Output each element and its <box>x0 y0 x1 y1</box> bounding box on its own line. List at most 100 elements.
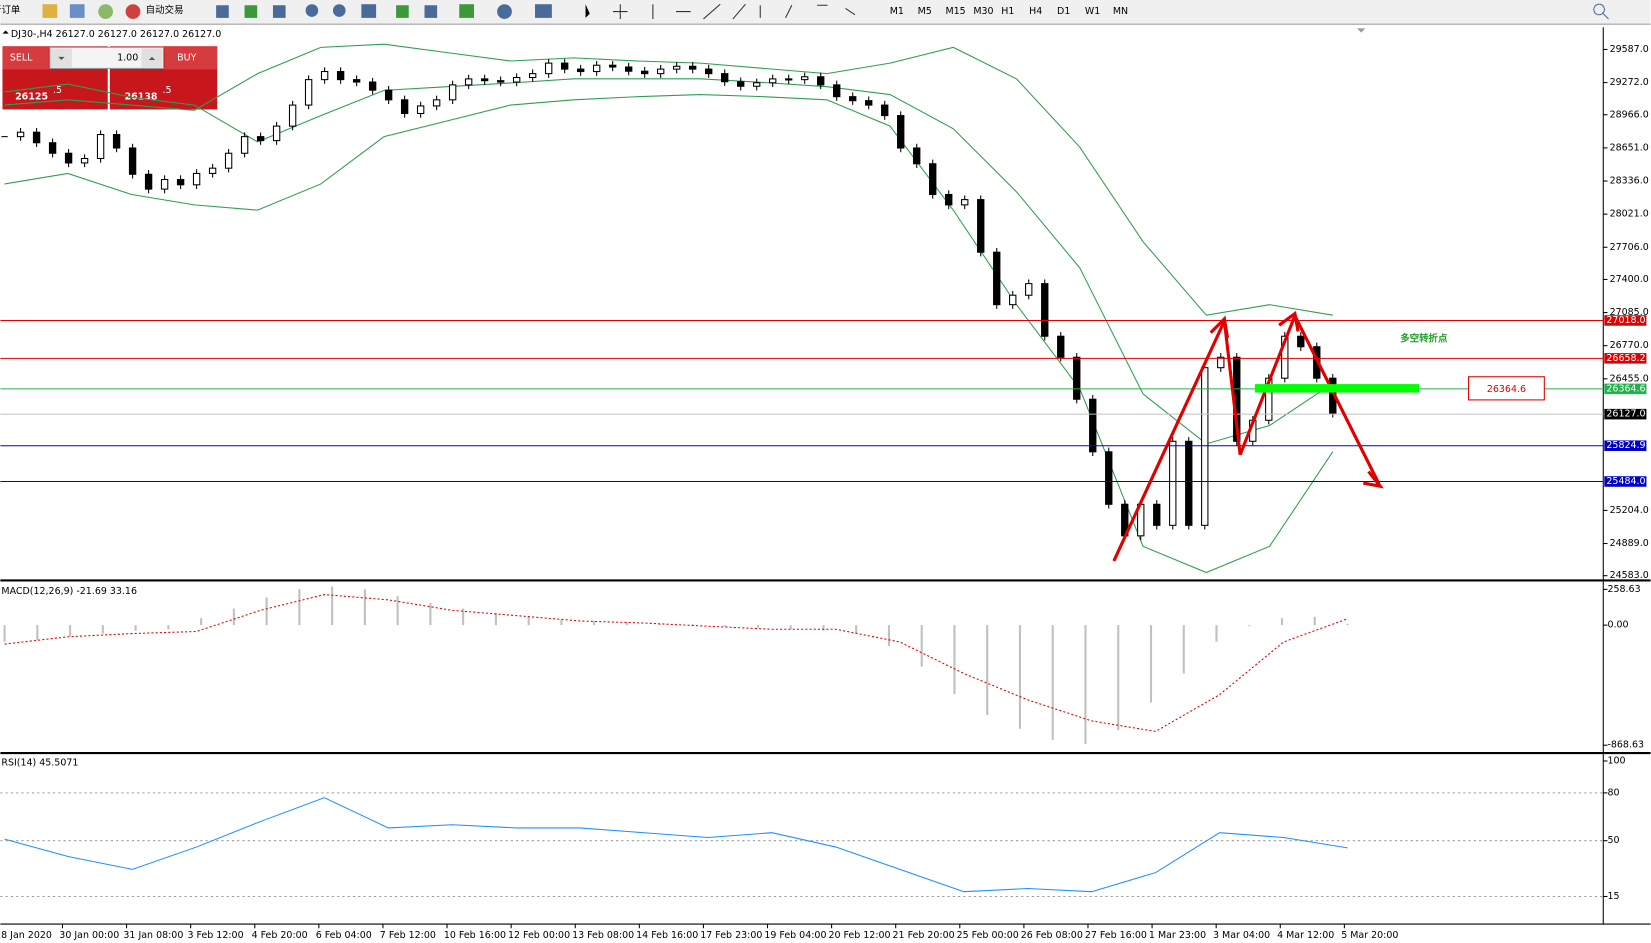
candle <box>224 152 233 169</box>
buy-button[interactable] <box>164 46 218 70</box>
candle <box>432 99 441 107</box>
x-tick-label: 4 Mar 12:00 <box>1277 930 1334 941</box>
candle <box>480 78 489 82</box>
y-tick-label: 0.00 <box>1607 620 1628 631</box>
timeframe-button[interactable]: H4 <box>1029 6 1042 17</box>
x-tick-label: 25 Feb 00:00 <box>957 930 1019 941</box>
one-click-trading <box>2 46 218 110</box>
icon[interactable] <box>396 5 409 18</box>
icon[interactable] <box>305 4 319 17</box>
candle <box>608 64 617 68</box>
bollinger-band <box>4 43 1333 316</box>
macd-bar <box>822 625 825 631</box>
new-order-button[interactable]: 新订单 <box>0 4 20 16</box>
icon[interactable] <box>497 4 512 19</box>
icon[interactable] <box>69 4 85 18</box>
candle <box>592 64 601 73</box>
icon[interactable] <box>332 4 346 17</box>
icon[interactable] <box>244 5 258 18</box>
timeframe-button[interactable]: M15 <box>945 6 965 17</box>
candle <box>945 193 953 206</box>
candle <box>1169 440 1177 526</box>
level-price-label: 26658.2 <box>1606 353 1645 364</box>
macd-bar <box>724 625 727 627</box>
icon[interactable] <box>424 5 438 18</box>
timeframe-button[interactable]: W1 <box>1085 6 1100 17</box>
icon[interactable] <box>585 4 590 18</box>
candle <box>865 100 873 106</box>
candle <box>448 84 457 101</box>
timeframe-button[interactable]: H1 <box>1001 6 1014 17</box>
macd-bar <box>331 586 334 626</box>
buy-price[interactable]: 26138 <box>125 91 158 102</box>
candle <box>689 65 697 70</box>
x-tick-label: 21 Feb 20:00 <box>893 930 955 941</box>
macd-bar <box>265 597 268 626</box>
candle <box>464 78 473 86</box>
buy-price-pips[interactable]: .5 <box>162 85 171 96</box>
sell-label[interactable]: SELL <box>10 52 33 63</box>
candle <box>192 172 201 186</box>
sell-price[interactable]: 26125 <box>15 91 48 102</box>
icon[interactable] <box>42 4 58 18</box>
candle <box>80 157 89 164</box>
candle <box>1185 440 1193 526</box>
sell-button[interactable] <box>2 46 49 70</box>
candle <box>801 76 809 81</box>
macd-bar <box>593 620 596 626</box>
macd-bar <box>527 616 530 626</box>
candle <box>368 81 377 91</box>
timeframe-button[interactable]: MN <box>1113 6 1128 17</box>
timeframe-button[interactable]: M1 <box>890 6 904 17</box>
icon[interactable] <box>98 4 113 19</box>
icon[interactable] <box>459 4 474 18</box>
icon[interactable] <box>535 4 552 18</box>
auto-trading-button[interactable]: 自动交易 <box>146 4 184 16</box>
timeframe-button[interactable]: M30 <box>973 6 993 17</box>
y-tick-label: 28336.0 <box>1610 176 1649 187</box>
icon[interactable] <box>216 5 229 18</box>
level-price-box <box>1604 476 1647 487</box>
timeframe-button[interactable]: M5 <box>918 6 932 17</box>
buy-label[interactable]: BUY <box>177 52 196 63</box>
x-tick-label: 27 Feb 16:00 <box>1085 930 1147 941</box>
macd-bar <box>36 625 39 641</box>
candle <box>640 70 649 75</box>
candle <box>48 142 57 154</box>
macd-bar <box>69 625 72 637</box>
zigzag-arrow <box>1112 311 1381 562</box>
icon[interactable] <box>272 5 286 18</box>
sell-price-pips[interactable]: .5 <box>53 85 62 96</box>
icon[interactable] <box>612 3 856 20</box>
auto-trading-icon[interactable] <box>125 4 141 19</box>
rsi-pane: 100 80 50 15 <box>0 755 1626 902</box>
candle <box>769 78 777 84</box>
macd-bar <box>1149 625 1153 703</box>
level-price-box <box>1604 440 1647 451</box>
candle <box>112 134 121 149</box>
candle <box>1201 367 1209 526</box>
level-price-label: 26127.0 <box>1606 409 1645 420</box>
x-tick-label: 7 Feb 12:00 <box>380 930 436 941</box>
level-price-label: 27018.0 <box>1606 315 1645 326</box>
search-icon[interactable] <box>1593 3 1609 20</box>
candle <box>128 147 137 175</box>
x-tick-label: 13 Feb 08:00 <box>572 930 634 941</box>
timeframe-button[interactable]: D1 <box>1057 6 1070 17</box>
candle <box>384 89 393 101</box>
icon[interactable] <box>361 4 377 18</box>
macd-bar <box>789 625 792 630</box>
candle <box>624 66 633 72</box>
candle <box>753 82 761 87</box>
y-tick-label: 24889.0 <box>1610 538 1649 549</box>
lot-value[interactable]: 1.00 <box>117 52 138 63</box>
macd-bar <box>1051 625 1054 740</box>
y-tick-label: 27706.0 <box>1610 242 1649 253</box>
candle <box>96 134 105 160</box>
x-tick-label: 6 Feb 04:00 <box>316 930 372 941</box>
candle <box>1009 294 1017 306</box>
candle <box>881 104 889 117</box>
candle <box>352 79 361 83</box>
